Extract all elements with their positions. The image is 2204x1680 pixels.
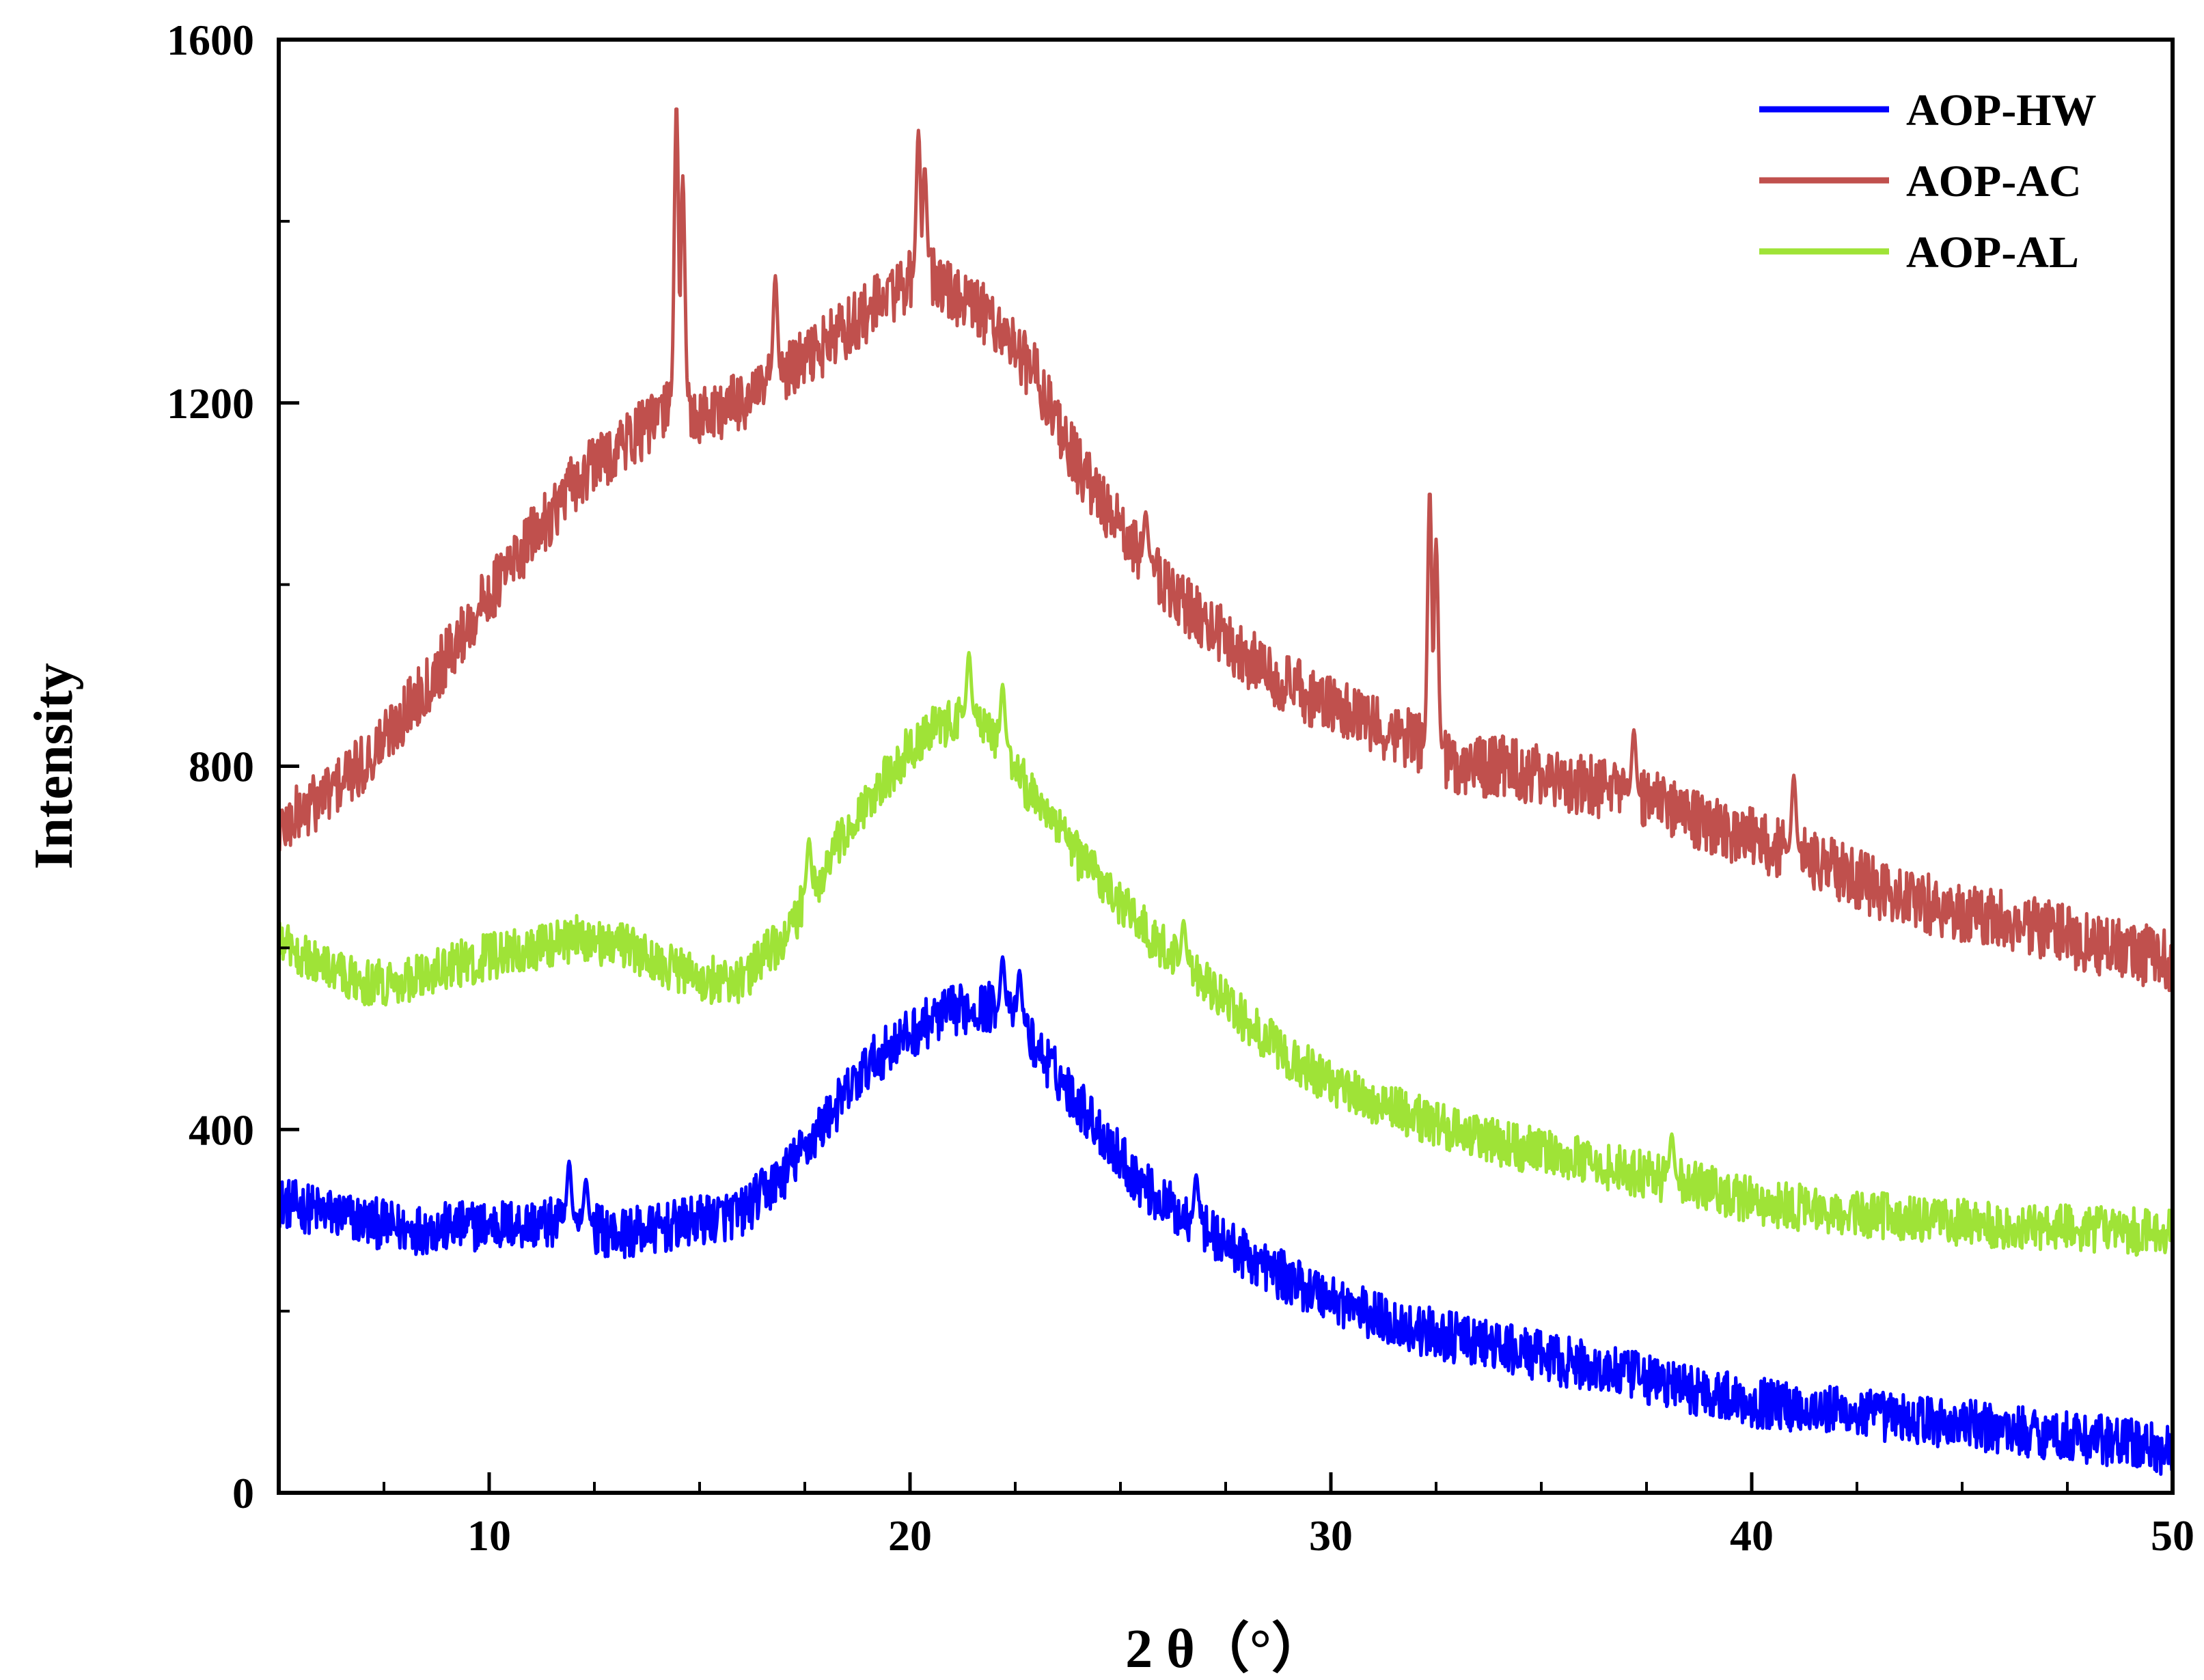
x-tick-label: 30 bbox=[1309, 1511, 1353, 1560]
series-line-aop-ac bbox=[277, 107, 2175, 993]
series-line-aop-hw bbox=[277, 955, 2175, 1476]
y-tick-label: 0 bbox=[232, 1469, 254, 1517]
y-axis-title: Intensity bbox=[24, 663, 84, 869]
legend-label: AOP-AL bbox=[1906, 228, 2079, 277]
legend-label: AOP-HW bbox=[1906, 85, 2097, 135]
legend: AOP-HW AOP-AC AOP-AL bbox=[1759, 85, 2097, 277]
y-tick-label: 400 bbox=[189, 1105, 254, 1154]
legend-label: AOP-AC bbox=[1906, 156, 2082, 206]
y-tick-label: 1600 bbox=[167, 16, 254, 64]
series-layer bbox=[277, 107, 2175, 1476]
x-axis-title: 2 θ（°） bbox=[1125, 1619, 1326, 1679]
y-tick-label: 800 bbox=[189, 743, 254, 791]
ticks-layer: 10 20 30 40 50 0 400 800 1200 1600 bbox=[167, 16, 2194, 1560]
x-tick-label: 10 bbox=[467, 1511, 511, 1560]
x-tick-label: 40 bbox=[1730, 1511, 1774, 1560]
series-line-aop-al bbox=[277, 650, 2175, 1257]
plot-frame bbox=[277, 38, 2175, 1495]
x-tick-label: 50 bbox=[2151, 1511, 2194, 1560]
x-tick-label: 20 bbox=[888, 1511, 932, 1560]
y-tick-label: 1200 bbox=[167, 379, 254, 428]
